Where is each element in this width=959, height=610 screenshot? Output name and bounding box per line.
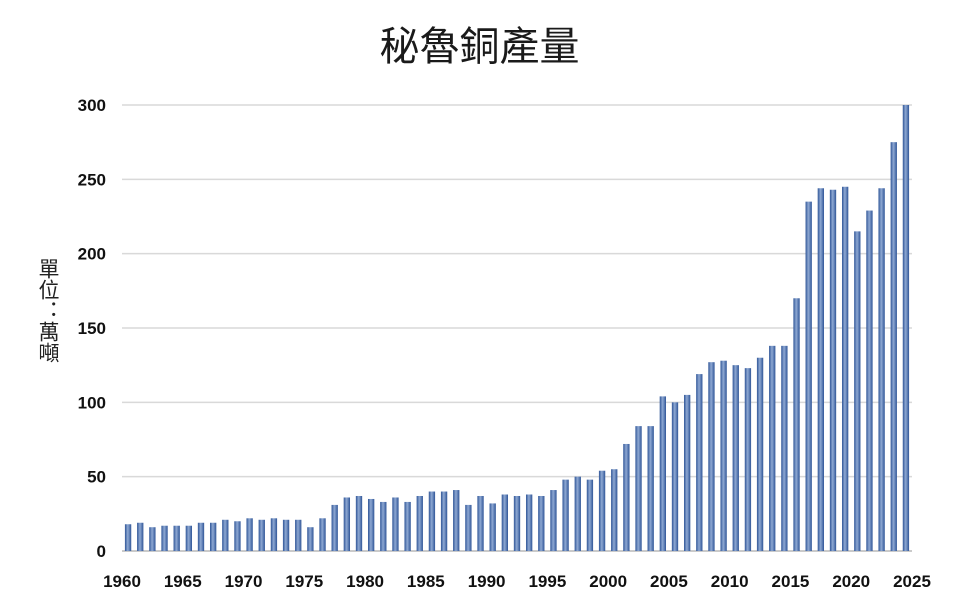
bar-2000 (611, 469, 618, 551)
bar-1984 (416, 495, 423, 551)
bar-2001 (623, 443, 630, 551)
bar-1967 (209, 522, 217, 551)
bar-1973 (282, 519, 290, 551)
bar-1963 (161, 525, 168, 551)
bar-1988 (465, 504, 472, 551)
bar-1989 (477, 495, 484, 551)
bar-2013 (769, 345, 776, 551)
x-tick-label: 1965 (164, 572, 202, 591)
bar-1990 (489, 503, 496, 551)
x-tick-label: 2025 (893, 572, 931, 591)
bar-1965 (185, 525, 193, 551)
bar-2010 (732, 365, 739, 551)
bar-1994 (538, 495, 545, 551)
bar-1964 (173, 525, 180, 551)
bar-1997 (574, 476, 581, 551)
bar-1979 (355, 495, 363, 551)
bar-2020 (854, 231, 861, 551)
chart-title: 秘魯銅產量 (379, 24, 580, 70)
bar-1999 (598, 470, 606, 551)
bar-2012 (756, 357, 764, 551)
x-tick-label: 2010 (711, 572, 749, 591)
bar-1962 (149, 527, 156, 551)
x-tick-label: 2000 (589, 572, 627, 591)
bar-2008 (708, 362, 715, 551)
bar-2022 (878, 188, 885, 551)
bar-1986 (440, 491, 448, 551)
x-tick-label: 1985 (407, 572, 445, 591)
bar-2006 (683, 394, 691, 551)
bar-1966 (197, 522, 205, 551)
bar-1977 (331, 504, 338, 551)
x-tick-label: 1980 (346, 572, 384, 591)
bar-2003 (647, 426, 654, 551)
bar-1995 (550, 490, 557, 551)
bar-1985 (428, 491, 436, 551)
bar-2015 (793, 298, 800, 551)
bar-2017 (817, 188, 825, 551)
x-tick-label: 1975 (285, 572, 323, 591)
y-tick-label: 50 (87, 468, 106, 487)
bar-2014 (781, 345, 788, 551)
bar-1982 (392, 497, 399, 551)
bar-1983 (404, 501, 411, 551)
bar-2011 (744, 368, 752, 551)
bar-1968 (222, 519, 229, 551)
y-tick-label: 100 (78, 393, 106, 412)
bar-1998 (586, 479, 594, 551)
bar-1980 (367, 498, 375, 551)
y-tick-label: 150 (78, 319, 106, 338)
x-tick-label: 1970 (225, 572, 263, 591)
bar-2004 (659, 396, 667, 551)
bar-1974 (295, 519, 302, 551)
x-tick-label: 2020 (832, 572, 870, 591)
x-tick-label: 2015 (772, 572, 810, 591)
y-axis-label: 單位：萬噸 (36, 258, 60, 363)
bar-1978 (343, 497, 351, 551)
bar-2016 (805, 201, 812, 551)
bar-2024 (902, 105, 910, 551)
bar-1960 (124, 524, 132, 551)
bar-1996 (562, 479, 569, 551)
bar-2005 (671, 402, 679, 551)
bar-1961 (137, 522, 144, 551)
bar-1987 (453, 490, 460, 551)
bar-2007 (696, 374, 703, 551)
y-tick-label: 250 (78, 170, 106, 189)
x-tick-label: 1960 (103, 572, 141, 591)
bar-1976 (319, 518, 326, 551)
bar-1991 (501, 494, 509, 551)
bar-1992 (513, 495, 521, 551)
bar-1972 (270, 518, 278, 551)
y-tick-label: 300 (78, 96, 106, 115)
bar-2019 (841, 186, 849, 551)
x-tick-label: 2005 (650, 572, 688, 591)
bar-1970 (246, 518, 253, 551)
bar-1969 (234, 521, 241, 551)
x-tick-label: 1995 (528, 572, 566, 591)
y-tick-label: 0 (97, 542, 106, 561)
bar-2023 (890, 142, 897, 551)
bar-2021 (866, 210, 873, 551)
bar-2018 (829, 189, 837, 552)
bar-1993 (525, 494, 533, 551)
bar-1971 (258, 519, 265, 551)
bar-2002 (635, 426, 642, 551)
y-tick-label: 200 (78, 245, 106, 264)
bar-1981 (380, 501, 387, 551)
bar-2009 (720, 360, 727, 551)
x-tick-label: 1990 (468, 572, 506, 591)
bar-1975 (307, 527, 314, 551)
